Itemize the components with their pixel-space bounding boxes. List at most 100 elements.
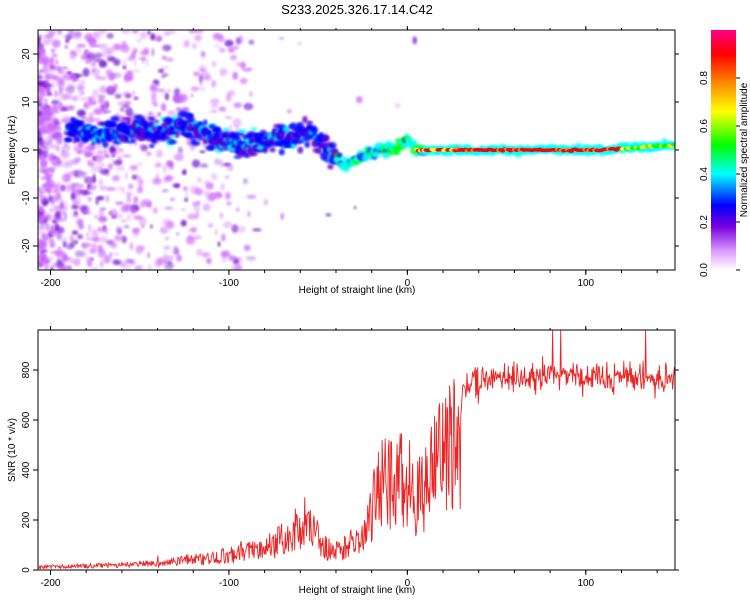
spectrogram-noise-blob: [81, 242, 92, 248]
spectrogram-noise-blob: [85, 236, 95, 241]
spectrogram-noise-blob: [188, 30, 197, 34]
spectrogram-noise-blob: [80, 56, 90, 61]
spectrogram-noise-blob: [132, 69, 140, 74]
spectrogram-noise-blob: [88, 38, 97, 48]
spectrogram-y-ticks: 20 10 0 -10 -20: [21, 48, 679, 253]
spectrogram-noise-blob: [226, 201, 232, 206]
spectrogram-noise-blob: [52, 219, 57, 225]
spectrogram-noise-blob: [43, 146, 50, 153]
spectrogram-x-tick-label: 100: [577, 278, 594, 289]
spectrogram-noise-blob: [235, 256, 243, 260]
spectrogram-noise-blob: [38, 96, 43, 102]
spectrogram-noise-blob: [47, 91, 53, 96]
spectrogram-noise-blob: [213, 191, 223, 199]
spectrogram-noise-blob: [132, 47, 138, 54]
spectrogram-noise-blob: [45, 168, 55, 173]
spectrogram-noise-blob: [53, 110, 61, 114]
spectrogram-noise-blob: [38, 190, 45, 194]
spectrogram-noise-blob: [107, 186, 117, 192]
spectrogram-ridge-blob: [315, 148, 323, 154]
spectrogram-noise-blob: [62, 265, 73, 270]
spectrogram-ridge-blob: [74, 138, 81, 143]
spectrogram-noise-blob: [325, 213, 332, 217]
spectrogram-noise-blob: [56, 218, 67, 223]
spectrogram-noise-blob: [164, 236, 170, 241]
spectrogram-noise-blob: [109, 208, 118, 218]
spectrogram-noise-blob: [227, 90, 236, 97]
spectrogram-noise-blob: [248, 39, 255, 45]
spectrogram-noise-blob: [71, 230, 79, 235]
colorbar-tick-label: 0.0: [699, 263, 710, 277]
spectrogram-noise-blob: [228, 124, 233, 134]
spectrogram-noise-blob: [412, 36, 418, 45]
spectrogram-noise-blob: [129, 164, 139, 171]
spectrogram-noise-blob: [97, 226, 103, 232]
spectrogram-noise-blob: [74, 250, 85, 258]
snr-series-line: [38, 330, 675, 570]
snr-y-tick-label: 400: [21, 461, 32, 478]
spectrogram-noise-blob: [65, 85, 75, 94]
spectrogram-ridge-blob: [202, 119, 208, 126]
spectrogram-noise-blob: [90, 243, 98, 250]
spectrogram-noise-blob: [92, 31, 100, 37]
spectrogram-noise-blob: [38, 213, 43, 221]
spectrogram-ridge-blob: [336, 152, 343, 158]
spectrogram-ridge-blob: [410, 139, 418, 144]
spectrogram-noise-blob: [120, 205, 129, 213]
spectrogram-noise-blob: [131, 174, 137, 180]
spectrogram-noise-blob: [164, 92, 170, 101]
spectrogram-noise-blob: [145, 202, 151, 207]
spectrogram-noise-blob: [140, 245, 146, 251]
spectrogram-noise-blob: [106, 47, 115, 55]
spectrogram-noise-blob: [121, 189, 125, 195]
spectrogram-noise-blob: [208, 223, 214, 228]
colorbar-tick-label: 0.6: [699, 119, 710, 133]
spectrogram-noise-blob: [41, 186, 49, 191]
spectrogram-noise-blob: [41, 56, 50, 66]
spectrogram-noise-blob: [73, 144, 83, 153]
spectrogram-noise-blob: [246, 194, 257, 199]
spectrogram-ridge-blob: [329, 142, 337, 149]
snr-x-tick-label: 100: [577, 578, 594, 589]
spectrogram-noise-blob: [239, 77, 248, 85]
spectrogram-noise-blob: [127, 183, 134, 190]
spectrogram-noise-blob: [50, 48, 56, 54]
spectrogram-noise-blob: [105, 194, 110, 203]
spectrogram-noise-blob: [139, 31, 148, 40]
spectrogram-noise-blob: [95, 197, 99, 206]
spectrogram-noise-blob: [93, 214, 99, 219]
spectrogram-noise-blob: [54, 89, 58, 98]
spectrogram-noise-blob: [100, 236, 109, 244]
spectrogram-noise-blob: [43, 115, 51, 122]
spectrogram-noise-blob: [51, 39, 61, 48]
spectrogram-noise-blob: [140, 224, 145, 229]
spectrogram-noise-blob: [46, 256, 54, 263]
spectrogram-noise-blob: [200, 50, 206, 58]
spectrogram-noise-blob: [172, 183, 181, 188]
spectrogram-y-tick-label: -20: [21, 238, 32, 253]
snr-x-tick-label: -100: [219, 578, 239, 589]
spectrogram-noise-blob: [174, 95, 185, 104]
spectrogram-noise-blob: [219, 212, 224, 219]
figure-title: S233.2025.326.17.14.C42: [281, 2, 433, 17]
spectrogram-noise-blob: [51, 53, 58, 57]
spectrogram-ridge-blob: [214, 130, 224, 136]
spectrogram-ridge-blob: [110, 115, 120, 123]
spectrogram-noise-blob: [52, 125, 62, 132]
spectrogram-noise-blob: [70, 184, 76, 193]
spectrogram-noise-blob: [166, 88, 172, 94]
spectrogram-noise-blob: [55, 144, 60, 152]
spectrogram-noise-blob: [38, 245, 44, 253]
spectrogram-noise-blob: [38, 261, 43, 266]
spectrogram-ridge-blob: [129, 133, 138, 139]
spectrogram-noise-blob: [67, 71, 72, 75]
spectrogram-noise-blob: [157, 68, 165, 74]
spectrogram-noise-blob: [39, 219, 48, 227]
spectrogram-noise-blob: [152, 179, 162, 186]
spectrogram-ridge-blob: [297, 146, 304, 154]
spectrogram-noise-blob: [94, 74, 100, 80]
spectrogram-noise-blob: [99, 43, 108, 50]
spectrogram-noise-blob: [57, 234, 62, 241]
spectrogram-noise-blob: [202, 180, 210, 185]
spectrogram-noise-blob: [98, 98, 105, 104]
